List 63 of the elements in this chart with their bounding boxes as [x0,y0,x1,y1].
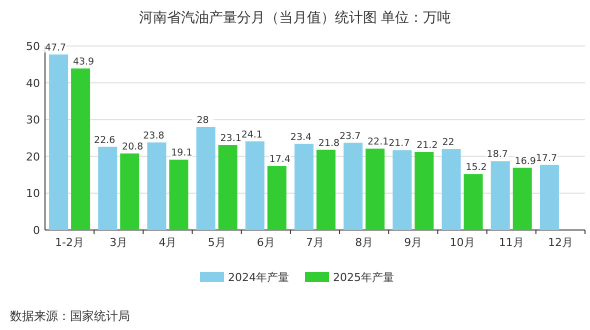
bar [294,144,314,230]
data-label: 20.8 [122,141,144,152]
x-tick-label: 4月 [158,236,177,249]
data-label: 21.7 [388,138,410,150]
data-label: 21.8 [318,138,340,149]
data-label: 17.4 [269,154,290,165]
bar [245,141,264,230]
data-label: 23.7 [340,130,361,142]
x-tick-label: 10月 [450,236,475,249]
x-tick-label: 5月 [208,236,226,249]
y-tick-label: 50 [26,40,40,53]
data-label: 43.9 [72,56,94,68]
x-tick-label: 3月 [110,236,128,249]
bar [490,161,510,230]
bar [218,144,238,230]
x-tick-label: 8月 [355,236,374,249]
bar [49,54,68,230]
x-tick-label: 7月 [306,236,324,249]
bar [71,68,90,230]
data-label: 21.2 [416,140,438,151]
data-label: 23.1 [220,132,242,144]
data-label: 17.7 [536,152,558,164]
y-tick-label: 30 [26,114,40,127]
bar [344,142,363,230]
bar [196,126,216,230]
y-tick-label: 20 [26,150,40,164]
y-tick-label: 40 [26,76,40,90]
data-label: 23.4 [290,132,312,143]
legend-label: 2025年产量 [333,271,394,284]
bar [169,160,188,230]
data-label: 18.7 [486,149,508,160]
data-label: 28 [196,114,209,126]
bar [147,142,166,230]
bar [414,152,434,230]
x-tick-label: 9月 [404,236,422,249]
bar [267,166,286,230]
bar [98,146,118,230]
data-label: 47.7 [44,42,66,54]
data-label: 22.6 [94,134,116,146]
bar [120,153,140,230]
bar [442,149,461,230]
source-note: 数据来源：国家统计局 [10,309,130,323]
bar [366,148,385,230]
chart-title: 河南省汽油产量分月（当月值）统计图 单位：万吨 [138,10,452,26]
x-tick-label: 6月 [256,236,275,249]
data-label: 15.2 [466,162,487,174]
bar [392,150,412,230]
data-label: 23.8 [143,130,164,142]
bar [540,164,559,230]
bar [512,168,532,230]
x-tick-label: 12月 [548,236,573,249]
data-label: 24.1 [241,129,262,140]
y-tick-label: 0 [33,224,40,237]
data-label: 22.1 [368,136,389,148]
x-tick-label: 11月 [498,236,524,249]
data-label: 16.9 [514,156,536,167]
data-label: 22 [442,137,454,148]
y-tick-label: 10 [26,187,40,200]
x-tick-label: 1-2月 [55,236,84,249]
bar [464,174,483,230]
bar [316,150,336,230]
legend-label: 2024年产量 [228,271,289,284]
data-label: 19.1 [171,148,192,159]
